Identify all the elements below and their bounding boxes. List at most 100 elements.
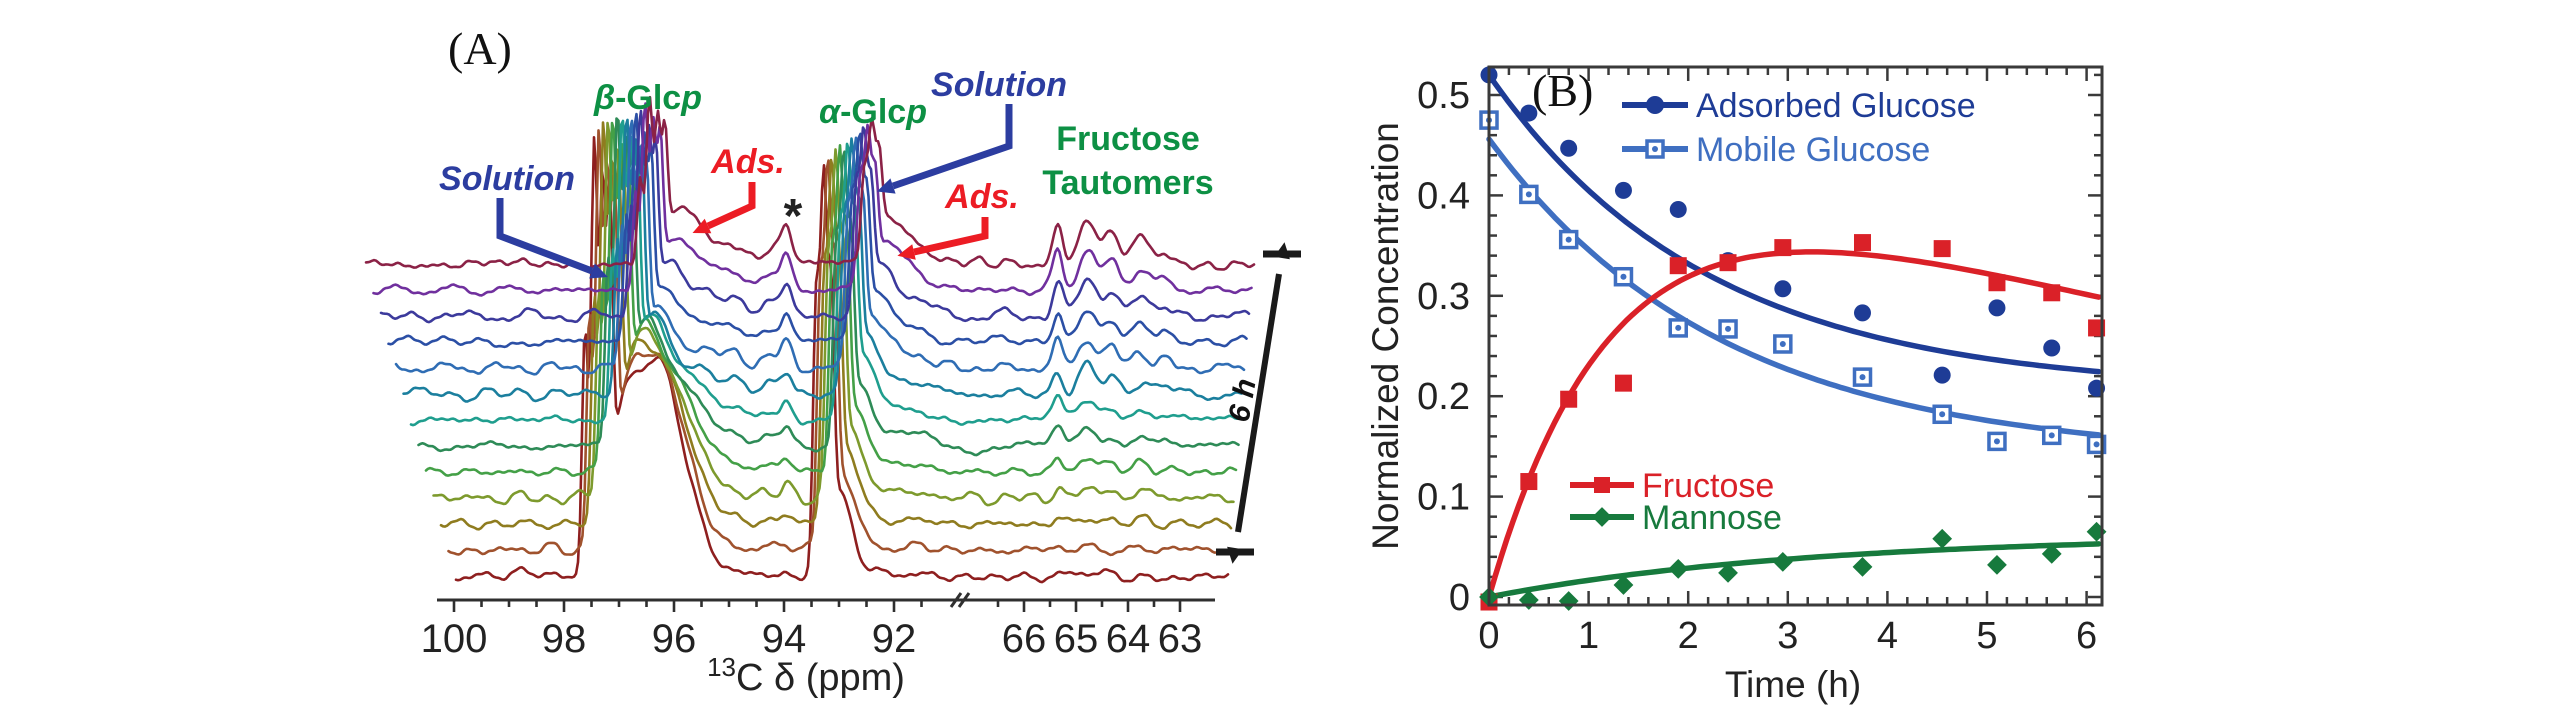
x-tick-label: 4 xyxy=(1877,615,1898,657)
x-tick-label: 5 xyxy=(1976,615,1997,657)
x-tick-label: 96 xyxy=(652,617,697,661)
nmr-trace xyxy=(387,112,1248,349)
beta-symbol: β xyxy=(593,79,615,117)
filled-circle-marker-icon xyxy=(1646,96,1664,114)
y-tick-label: 0.2 xyxy=(1417,376,1470,418)
ads-right-arrowhead-icon xyxy=(897,244,916,260)
nmr-trace xyxy=(372,102,1253,297)
x-tick-label: 92 xyxy=(872,617,917,661)
data-point-center-dot xyxy=(2048,432,2055,439)
data-point-circle xyxy=(1614,181,1632,199)
data-point-circle xyxy=(2043,339,2061,357)
y-tick-label: 0 xyxy=(1449,577,1470,619)
ads-right-label: Ads. xyxy=(944,178,1019,216)
data-point-center-dot xyxy=(1525,191,1532,198)
data-point-square xyxy=(1774,239,1792,257)
solution-right-arrowhead-icon xyxy=(876,178,896,194)
x-tick-label: 98 xyxy=(542,617,587,661)
solution-right-arrow xyxy=(891,104,1013,190)
data-point-circle xyxy=(1560,139,1578,157)
panel-a: 100 98 96 94 92 66 65 64 63 (A) β-Glcp α-Glcp So… xyxy=(364,23,1301,699)
y-tick-label: 0.1 xyxy=(1417,477,1470,519)
data-point-circle xyxy=(1669,200,1687,218)
glc-text: -Glc xyxy=(840,93,906,131)
x-tick-label: 1 xyxy=(1578,615,1599,657)
x-tick-label: 100 xyxy=(421,617,488,661)
ads-right-arrow xyxy=(913,217,989,256)
data-point-diamond xyxy=(1613,575,1634,595)
filled-square-marker-icon xyxy=(1594,477,1610,493)
legend-adsorbed-glucose: Adsorbed Glucose xyxy=(1622,87,1976,125)
time-arrow-shaft xyxy=(1235,273,1282,533)
ads-left-arrowhead-icon xyxy=(692,218,712,234)
data-point-diamond xyxy=(1718,563,1738,583)
nmr-trace xyxy=(432,121,1235,507)
data-point-center-dot xyxy=(1565,236,1572,243)
nmr-trace xyxy=(402,118,1243,403)
legend-mannose: Mannose xyxy=(1570,499,1782,537)
alpha-glcp-label: α-Glcp xyxy=(819,93,927,131)
panel-b-plot-area: 0 1 2 3 4 5 6 0 0.1 0.2 0.3 0.4 0.5 xyxy=(1417,65,2107,657)
solution-right-label: Solution xyxy=(931,66,1067,104)
data-point-center-dot xyxy=(1859,374,1866,381)
x-tick-label: 2 xyxy=(1678,615,1699,657)
data-point-center-dot xyxy=(1675,324,1682,331)
nmr-spectra-traces xyxy=(364,95,1256,584)
data-point-square xyxy=(1933,240,1951,258)
data-point-center-dot xyxy=(1620,273,1627,280)
panel-a-x-axis: 100 98 96 94 92 66 65 64 63 xyxy=(421,592,1215,661)
data-point-square xyxy=(2043,284,2061,302)
beta-glcp-label: β-Glcp xyxy=(593,79,702,117)
x-tick-label: 6 xyxy=(2076,615,2097,657)
asterisk-marker: * xyxy=(784,190,803,243)
data-point-center-dot xyxy=(2093,441,2100,448)
nmr-trace xyxy=(394,119,1246,376)
legend-label: Fructose xyxy=(1642,467,1774,505)
c-delta-ppm: C δ (ppm) xyxy=(736,657,905,699)
time-span-label: 6 h xyxy=(1223,376,1263,424)
panel-a-label: (A) xyxy=(448,23,512,74)
p-italic: p xyxy=(680,79,702,117)
x-tick-label: 66 xyxy=(1002,617,1047,661)
data-point-diamond xyxy=(2041,543,2062,564)
plot-frame xyxy=(1487,65,2104,607)
marker-center-dot-icon xyxy=(1652,146,1658,152)
data-point-circle xyxy=(1520,104,1538,122)
data-point-circle xyxy=(1854,304,1871,322)
nmr-trace xyxy=(364,95,1256,271)
data-point-diamond xyxy=(1932,528,1953,549)
fructose-tautomers-label-line2: Tautomers xyxy=(1042,164,1213,202)
solution-left-label: Solution xyxy=(439,160,575,198)
data-point-diamond xyxy=(1772,551,1793,572)
y-tick-label: 0.3 xyxy=(1417,276,1470,318)
glc-text: -Glc xyxy=(615,79,681,117)
data-point-square xyxy=(1719,254,1737,272)
legend-label: Adsorbed Glucose xyxy=(1696,87,1976,125)
x-tick-label: 94 xyxy=(762,617,807,661)
ads-left-arrow xyxy=(706,182,756,230)
legend-label: Mobile Glucose xyxy=(1696,131,1930,169)
data-point-diamond xyxy=(1668,558,1689,579)
panel-b-y-axis-title: Normalized Concentration xyxy=(1365,122,1406,550)
nmr-trace xyxy=(417,117,1240,457)
panel-b-label: (B) xyxy=(1532,65,1593,116)
p-italic: p xyxy=(905,93,927,131)
data-point-circle xyxy=(1933,366,1951,384)
fit-curve-mobile-glucose xyxy=(1486,136,2102,438)
data-point-square xyxy=(1614,374,1632,392)
legend-label: Mannose xyxy=(1642,499,1782,537)
data-point-diamond xyxy=(1852,556,1873,577)
data-point-square xyxy=(1854,234,1871,252)
ads-left-label: Ads. xyxy=(710,143,785,181)
nmr-trace xyxy=(379,109,1251,324)
solution-left-arrow xyxy=(496,198,594,275)
alpha-symbol: α xyxy=(819,93,842,131)
nmr-trace xyxy=(424,121,1238,477)
fructose-tautomers-label-line1: Fructose xyxy=(1056,120,1200,158)
y-tick-label: 0.4 xyxy=(1417,175,1470,217)
x-tick-label: 0 xyxy=(1478,615,1499,657)
data-point-square xyxy=(1560,390,1578,408)
data-point-circle xyxy=(1988,299,2006,317)
